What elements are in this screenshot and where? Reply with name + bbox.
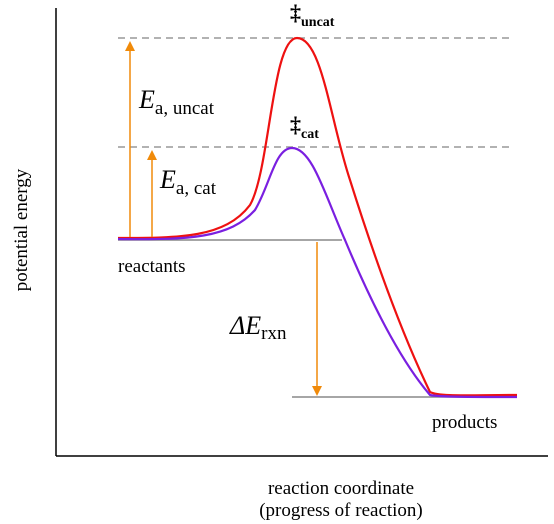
ea-uncat-label: Ea, uncat — [138, 85, 215, 119]
x-axis-title-line2: (progress of reaction) — [259, 500, 423, 521]
uncatalyzed-curve — [117, 36, 518, 397]
x-axis-title-line1: reaction coordinate — [268, 478, 414, 499]
ea-cat-label: Ea, cat — [159, 165, 217, 199]
reactants-label: reactants — [118, 256, 186, 277]
y-axis-title: potential energy — [11, 168, 32, 291]
products-label: products — [432, 412, 497, 433]
ts-cat-label: ‡cat — [290, 112, 319, 142]
delta-e-label: ΔErxn — [229, 311, 287, 344]
catalyzed-curve — [117, 146, 518, 399]
ts-uncat-label: ‡uncat — [290, 0, 335, 30]
